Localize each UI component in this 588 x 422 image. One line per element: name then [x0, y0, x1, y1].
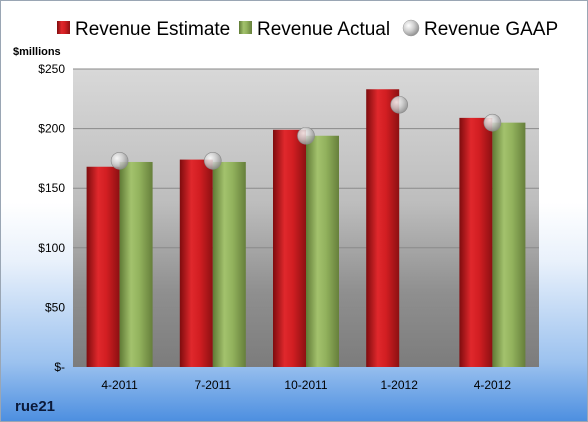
legend-label-gaap: Revenue GAAP	[424, 19, 558, 40]
bar-revenue-estimate	[273, 129, 306, 367]
bar-revenue-estimate	[86, 166, 120, 367]
x-tick-label: 4-2012	[474, 378, 512, 392]
y-tick-label: $200	[38, 122, 65, 136]
bar-revenue-estimate	[179, 159, 213, 367]
legend-label-actual: Revenue Actual	[257, 19, 390, 40]
legend-item-estimate: Revenue Estimate	[57, 19, 230, 40]
y-unit-label: $millions	[13, 46, 61, 58]
company-name: rue21	[15, 398, 56, 415]
bar-revenue-actual	[212, 161, 246, 367]
marker-revenue-gaap	[204, 151, 222, 170]
bar-revenue-actual	[306, 135, 339, 367]
legend-swatch-estimate	[57, 21, 70, 34]
y-tick-label: $50	[45, 300, 65, 314]
y-tick-label: $100	[38, 241, 65, 255]
x-tick-label: 7-2011	[195, 378, 232, 392]
marker-revenue-gaap	[483, 113, 502, 132]
legend-marker-gaap	[402, 19, 420, 37]
x-tick-label: 4-2011	[101, 378, 138, 392]
bars	[86, 89, 526, 367]
y-tick-label: $150	[38, 181, 65, 195]
bar-revenue-actual	[119, 161, 153, 367]
legend-swatch-actual	[239, 21, 252, 34]
legend-item-actual: Revenue Actual	[239, 19, 390, 40]
bar-revenue-estimate	[366, 89, 400, 367]
y-tick-label: $250	[38, 62, 65, 76]
x-tick-label: 10-2011	[284, 378, 327, 392]
marker-revenue-gaap	[390, 95, 409, 114]
y-axis-ticks: $- $50 $100 $150 $200 $250	[38, 62, 65, 374]
legend-item-gaap: Revenue GAAP	[402, 19, 558, 40]
x-axis-ticks: 4-2011 7-2011 10-2011 1-2012 4-2012	[101, 378, 511, 392]
gaap-markers	[110, 95, 502, 170]
y-tick-label: $-	[54, 360, 65, 374]
chart-legend: Revenue Estimate Revenue Actual Revenue …	[57, 19, 558, 40]
bar-revenue-actual	[492, 122, 526, 367]
bar-revenue-estimate	[459, 117, 493, 367]
marker-revenue-gaap	[297, 126, 315, 145]
x-tick-label: 1-2012	[381, 378, 419, 392]
marker-revenue-gaap	[110, 151, 129, 170]
legend-label-estimate: Revenue Estimate	[75, 19, 230, 40]
